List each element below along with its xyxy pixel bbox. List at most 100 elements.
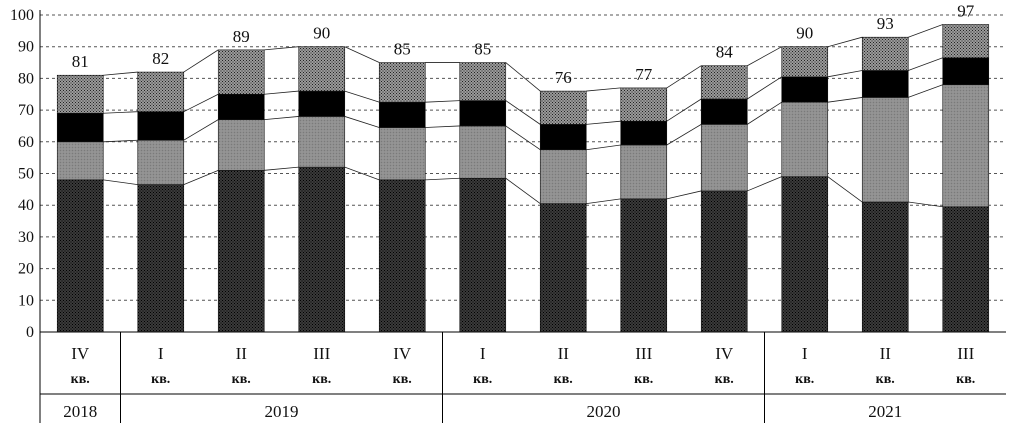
x-tick-unit: кв. <box>795 372 814 387</box>
bar-segment <box>700 124 748 192</box>
y-tick-label: 10 <box>18 292 34 309</box>
bar-segment <box>56 74 104 114</box>
bar-segment <box>539 203 587 333</box>
bar-segment <box>217 170 265 333</box>
bar-segment <box>56 179 104 333</box>
connector-line <box>827 36 863 48</box>
x-tick-quarter: III <box>957 344 974 363</box>
connector-line <box>183 49 219 73</box>
connector-line <box>827 176 863 203</box>
bar-segment <box>217 93 265 120</box>
connector-line <box>505 100 541 125</box>
grid-layer <box>40 14 1006 301</box>
connector-line <box>586 198 621 205</box>
connector-line <box>666 98 702 122</box>
bar-layer <box>56 24 990 333</box>
x-year-label: 2021 <box>868 402 902 421</box>
bar-segment <box>378 62 426 103</box>
bar-segment <box>539 124 587 151</box>
connector-line <box>666 124 702 146</box>
bar-segment <box>942 84 990 208</box>
x-year-label: 2018 <box>63 402 97 421</box>
total-data-label: 93 <box>877 14 894 33</box>
bar-segment <box>137 184 185 333</box>
bar-segment <box>861 36 909 71</box>
total-data-label: 84 <box>716 43 734 62</box>
connector-line <box>425 125 460 128</box>
total-data-label: 90 <box>796 24 813 43</box>
bar-segment <box>781 176 829 333</box>
y-tick-label: 0 <box>26 324 34 341</box>
connector-line <box>425 177 460 181</box>
x-tick-unit: кв. <box>956 372 975 387</box>
x-tick-unit: кв. <box>473 372 492 387</box>
total-data-label: 82 <box>152 49 169 68</box>
x-tick-unit: кв. <box>393 372 412 387</box>
x-tick-quarter: II <box>880 344 892 363</box>
connector-line <box>344 90 380 103</box>
connector-line <box>344 166 380 181</box>
y-tick-label: 30 <box>18 229 34 246</box>
bar-segment <box>56 112 104 143</box>
y-tick-label: 40 <box>18 197 34 214</box>
bar-segment <box>298 166 346 333</box>
connector-line <box>908 24 943 38</box>
bar-segment <box>861 201 909 333</box>
connector-line <box>908 57 943 71</box>
bar-segment <box>620 120 668 146</box>
connector-line <box>747 46 782 67</box>
x-tick-quarter: II <box>558 344 570 363</box>
bar-segment <box>781 76 829 103</box>
connector-line <box>183 119 219 141</box>
x-tick-unit: кв. <box>554 372 573 387</box>
bar-segment <box>298 90 346 117</box>
x-tick-quarter: I <box>480 344 486 363</box>
y-tick-label: 100 <box>10 7 34 24</box>
connector-line <box>747 76 782 100</box>
bar-segment <box>298 46 346 92</box>
bar-segment <box>942 24 990 59</box>
connector-line <box>908 84 943 98</box>
connector-line <box>827 97 863 103</box>
connector-line <box>344 46 380 63</box>
connector-line <box>505 62 541 92</box>
connector-layer <box>103 24 943 208</box>
connector-line <box>183 169 219 185</box>
connector-line <box>103 139 138 143</box>
connector-line <box>747 176 782 192</box>
connector-line <box>264 166 299 171</box>
connector-line <box>505 177 541 204</box>
bar-segment <box>942 57 990 86</box>
bar-segment <box>459 62 507 101</box>
connector-line <box>264 116 299 121</box>
x-tick-quarter: IV <box>393 344 412 363</box>
bar-segment <box>459 125 507 179</box>
total-data-label: 85 <box>474 40 491 59</box>
x-tick-quarter: IV <box>715 344 734 363</box>
connector-line <box>425 100 460 103</box>
x-tick-quarter: II <box>236 344 248 363</box>
bar-segment <box>781 46 829 78</box>
y-tick-label: 90 <box>18 39 34 56</box>
bar-segment <box>56 141 104 181</box>
bar-segment <box>861 70 909 98</box>
total-data-label: 90 <box>313 24 330 43</box>
connector-line <box>264 46 299 51</box>
bar-segment <box>459 177 507 333</box>
x-tick-quarter: III <box>313 344 330 363</box>
bar-segment <box>378 179 426 333</box>
connector-line <box>505 125 541 151</box>
bar-segment <box>217 119 265 171</box>
x-tick-unit: кв. <box>232 372 251 387</box>
y-tick-label: 20 <box>18 261 34 278</box>
connector-line <box>183 93 219 113</box>
connector-line <box>827 70 863 78</box>
total-data-label: 77 <box>635 65 653 84</box>
bar-segment <box>700 98 748 125</box>
total-data-label: 85 <box>394 40 411 59</box>
x-tick-unit: кв. <box>634 372 653 387</box>
connector-line <box>666 190 702 200</box>
x-year-label: 2020 <box>587 402 621 421</box>
